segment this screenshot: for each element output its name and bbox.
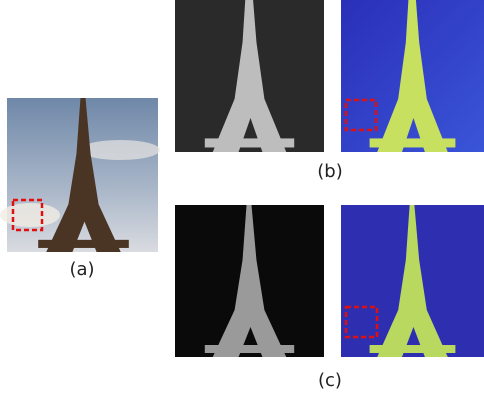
caption-a: (a) [69, 259, 94, 280]
image-c-color [341, 205, 484, 357]
caption-b: (b) [317, 161, 342, 182]
image-b-color [341, 0, 484, 152]
image-b-gray [175, 0, 324, 152]
image-a [0, 98, 160, 252]
caption-c: (c) [318, 370, 342, 391]
image-c-gray [175, 205, 324, 357]
